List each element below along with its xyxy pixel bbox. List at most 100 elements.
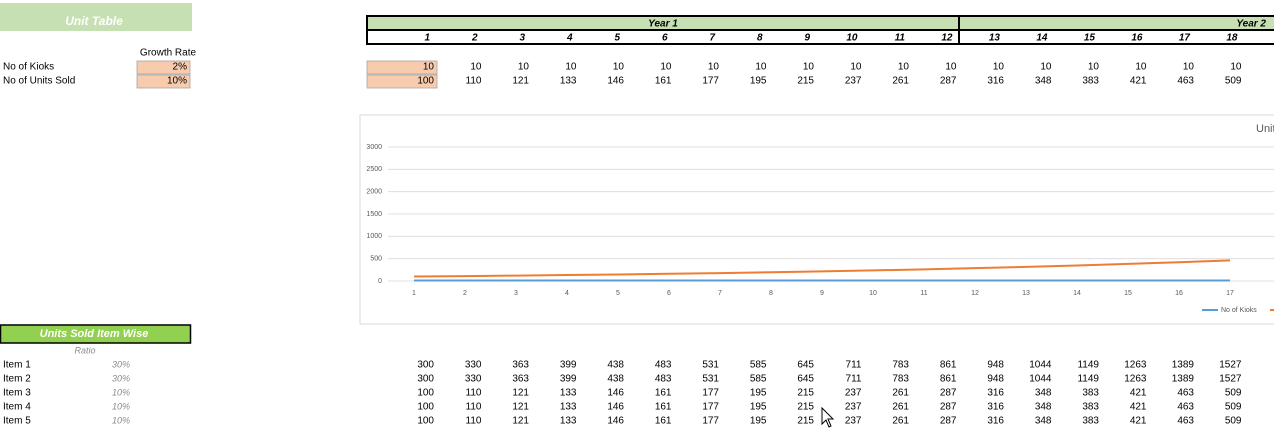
- cell-value: 161: [655, 402, 672, 413]
- cell-value: 585: [750, 360, 767, 371]
- cell-value: 509: [1225, 402, 1242, 413]
- item-table-header: [0, 324, 192, 344]
- cell-value: 10: [850, 62, 862, 73]
- month-label: 15: [1084, 33, 1096, 44]
- cell-value: 237: [845, 402, 862, 413]
- item-label: Item 3: [3, 388, 31, 399]
- cell-value: 10: [613, 62, 625, 73]
- month-label: 11: [895, 33, 906, 44]
- cell-value: 10: [1088, 62, 1100, 73]
- x-tick-label: 14: [1073, 290, 1081, 297]
- cell-value: 287: [940, 402, 957, 413]
- cell-value: 146: [607, 402, 624, 413]
- cell-value: 1389: [1172, 360, 1195, 371]
- legend-label: No of Kioks: [1221, 307, 1257, 314]
- cell-value: 711: [846, 360, 862, 371]
- cell-value: 110: [466, 76, 482, 87]
- chart-area: [359, 114, 1274, 325]
- cell-value: 146: [607, 76, 624, 87]
- cell-value: 1527: [1219, 374, 1242, 385]
- month-label: 10: [846, 33, 858, 44]
- item-ratio: 10%: [112, 401, 130, 411]
- y-tick-label: 500: [370, 256, 382, 263]
- cell-value: 1044: [1029, 360, 1052, 371]
- cell-value: 948: [987, 374, 1004, 385]
- cell-value: 215: [797, 416, 814, 427]
- cell-value: 1263: [1124, 360, 1147, 371]
- cell-value: 261: [892, 76, 909, 87]
- item-label: Item 2: [3, 374, 31, 385]
- cell-value: 10: [993, 62, 1005, 73]
- month-label: 8: [757, 33, 763, 44]
- cell-value: 383: [1082, 388, 1099, 399]
- cell-value: 287: [940, 388, 957, 399]
- cell-value: 421: [1130, 402, 1147, 413]
- cell-value: 133: [560, 416, 577, 427]
- x-tick-label: 7: [718, 290, 722, 297]
- x-tick-label: 13: [1022, 290, 1030, 297]
- x-tick-label: 9: [820, 290, 824, 297]
- cell-value: 110: [466, 402, 482, 413]
- cell-value: 195: [750, 402, 767, 413]
- cell-value: 1263: [1124, 374, 1147, 385]
- cell-value: 1044: [1029, 374, 1052, 385]
- cell-value: 948: [987, 360, 1004, 371]
- x-tick-label: 1: [412, 290, 416, 297]
- cell-value: 195: [750, 388, 767, 399]
- cell-value: 10: [1230, 62, 1242, 73]
- cell-value: 509: [1225, 388, 1242, 399]
- cell-value: 421: [1130, 76, 1147, 87]
- cell-value: 463: [1177, 76, 1194, 87]
- item-label: Item 4: [3, 402, 31, 413]
- x-tick-label: 17: [1226, 290, 1234, 297]
- cell-value: 316: [987, 416, 1004, 427]
- cell-value: 330: [465, 360, 482, 371]
- growth-input-cell: [136, 74, 191, 89]
- cell-value: 330: [465, 374, 482, 385]
- cell-value: 10: [898, 62, 910, 73]
- cell-value: 348: [1035, 416, 1052, 427]
- cell-value: 237: [845, 76, 862, 87]
- row-label: No of Units Sold: [3, 76, 75, 87]
- cell-value: 10: [470, 62, 482, 73]
- month-label: 18: [1226, 33, 1238, 44]
- cell-value: 133: [560, 402, 577, 413]
- cell-value: 121: [512, 402, 529, 413]
- y-tick-label: 1500: [366, 211, 382, 218]
- cell-value: 509: [1225, 76, 1242, 87]
- item-ratio: 30%: [112, 373, 130, 383]
- cell-value: 10: [1135, 62, 1147, 73]
- cell-value: 161: [655, 416, 672, 427]
- month-label: 4: [566, 33, 573, 44]
- unit-table-header: [0, 3, 192, 31]
- cell-value: 195: [750, 416, 767, 427]
- y-tick-label: 1000: [366, 233, 382, 240]
- item-label: Item 1: [3, 360, 31, 371]
- x-tick-label: 2: [463, 290, 467, 297]
- cell-value: 100: [417, 388, 434, 399]
- cell-value: 438: [607, 360, 624, 371]
- month-label: 12: [941, 33, 953, 44]
- cell-value: 161: [655, 76, 672, 87]
- x-tick-label: 10: [869, 290, 877, 297]
- unit-table-title: Unit Table: [65, 14, 123, 28]
- x-tick-label: 4: [565, 290, 569, 297]
- series-line: [413, 259, 1231, 278]
- cell-value: 316: [987, 76, 1004, 87]
- cell-value: 10: [1183, 62, 1195, 73]
- y-tick-label: 2500: [366, 166, 382, 173]
- cell-value: 399: [560, 360, 577, 371]
- cell-value: 316: [987, 388, 1004, 399]
- cell-value: 121: [512, 416, 529, 427]
- month-label: 5: [614, 33, 620, 44]
- cell-value: 1527: [1219, 360, 1242, 371]
- cell-value: 10: [660, 62, 672, 73]
- cell-value: 287: [940, 76, 957, 87]
- cell-value: 348: [1035, 402, 1052, 413]
- cell-value: 1389: [1172, 374, 1195, 385]
- month-label: 7: [709, 33, 715, 44]
- cell-value: 711: [846, 374, 862, 385]
- cell-value: 585: [750, 374, 767, 385]
- cell-value: 438: [607, 374, 624, 385]
